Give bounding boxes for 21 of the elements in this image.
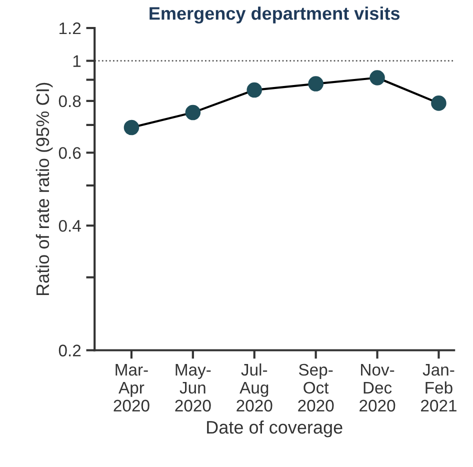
point <box>124 120 140 136</box>
point <box>185 104 201 120</box>
y-axis-title: Ratio of rate ratio (95% CI) <box>36 82 53 296</box>
point <box>246 82 262 98</box>
x-axis-title: Date of coverage <box>207 420 342 438</box>
x-tick-label: Jul- Aug 2020 <box>236 363 272 412</box>
point <box>370 70 385 86</box>
x-tick-label: Jan- Feb 2021 <box>421 364 456 412</box>
y-tick-label: 0.6 <box>58 147 81 159</box>
x-tick-label: Nov- Dec 2020 <box>360 364 396 412</box>
y-tick-label: 1.2 <box>60 22 81 34</box>
chart-title: Emergency department visits <box>150 6 400 24</box>
x-tick-label: May- Jun 2020 <box>175 364 211 412</box>
point <box>431 96 446 111</box>
y-tick-label: 0.4 <box>58 220 81 232</box>
x-tick-label: Sep- Oct 2020 <box>298 364 334 412</box>
y-tick-label: 0.2 <box>58 344 81 356</box>
point <box>308 76 324 92</box>
y-tick-label: 1 <box>73 55 81 67</box>
y-tick-label: 0.8 <box>58 95 81 108</box>
x-tick-label: Mar- Apr 2020 <box>114 364 150 412</box>
